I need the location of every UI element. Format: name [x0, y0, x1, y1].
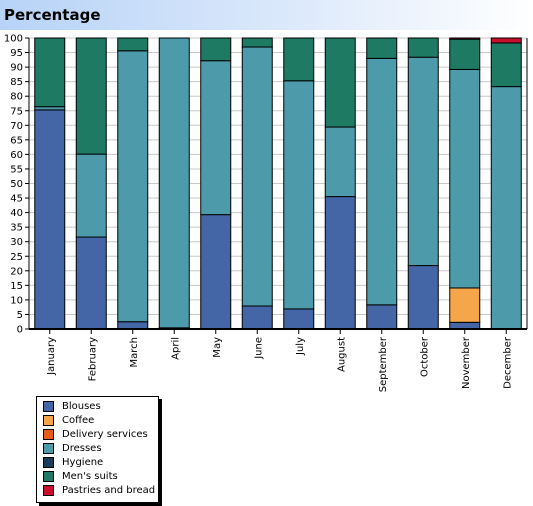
- chart-title: Percentage: [4, 6, 101, 24]
- bar-segment: [449, 68, 481, 289]
- legend-item: Blouses: [43, 399, 101, 413]
- y-tick-label: 45: [10, 194, 23, 205]
- legend-label: Hygiene: [62, 456, 104, 468]
- legend-label: Dresses: [62, 442, 102, 454]
- bar-segment: [407, 56, 439, 267]
- bar-segment: [449, 321, 481, 330]
- y-tick-label: 65: [10, 135, 23, 146]
- bar-segment: [366, 57, 398, 306]
- bar-segment: [407, 37, 439, 58]
- bar-segment: [407, 265, 439, 330]
- chart-header: Percentage: [0, 0, 533, 30]
- bar-segment: [490, 86, 522, 330]
- bar-segment: [449, 37, 481, 40]
- bar-segment: [200, 60, 232, 216]
- y-tick-label: 60: [10, 150, 23, 161]
- x-tick-label: March: [129, 337, 140, 367]
- legend-swatch: [43, 442, 54, 454]
- legend-label: Delivery services: [62, 428, 148, 440]
- bar-segment: [241, 305, 273, 330]
- legend-swatch: [43, 400, 54, 412]
- bar-segment: [283, 37, 315, 82]
- bar-segment: [158, 37, 190, 329]
- bar-segment: [449, 287, 481, 323]
- y-tick-label: 0: [17, 325, 23, 336]
- bar-segment: [283, 80, 315, 310]
- x-tick-label: September: [378, 336, 389, 392]
- legend-item: Dresses: [43, 441, 102, 455]
- bar-segment: [324, 126, 356, 198]
- y-tick-label: 40: [10, 208, 23, 219]
- legend-swatch: [43, 456, 54, 468]
- y-tick-label: 15: [10, 281, 23, 292]
- bar-segment: [490, 42, 522, 88]
- x-tick-label: April: [170, 337, 181, 360]
- bar-segment: [324, 37, 356, 128]
- x-tick-label: June: [253, 337, 264, 360]
- x-tick-label: November: [461, 336, 472, 389]
- bar-segment: [241, 46, 273, 307]
- legend-label: Blouses: [62, 400, 101, 412]
- legend-item: Men's suits: [43, 469, 118, 483]
- bar-segment: [75, 153, 107, 238]
- bar-segment: [75, 236, 107, 330]
- bar-segment: [490, 37, 522, 44]
- y-tick-label: 25: [10, 252, 23, 263]
- x-tick-label: January: [46, 337, 57, 376]
- legend-swatch: [43, 484, 54, 496]
- legend-item: Coffee: [43, 413, 94, 427]
- y-tick-label: 35: [10, 223, 23, 234]
- y-tick-label: 20: [10, 266, 23, 277]
- y-tick-label: 90: [10, 63, 23, 74]
- bar-segment: [117, 37, 149, 52]
- legend-swatch: [43, 470, 54, 482]
- y-tick-label: 85: [10, 77, 23, 88]
- x-tick-label: August: [336, 337, 347, 372]
- x-tick-label: December: [502, 336, 513, 389]
- x-tick-label: October: [419, 336, 430, 377]
- x-tick-label: February: [87, 337, 98, 381]
- bar-segment: [200, 37, 232, 62]
- bar-segment: [34, 109, 66, 330]
- bar-segment: [75, 37, 107, 155]
- legend-label: Men's suits: [62, 470, 118, 482]
- bar-segment: [283, 308, 315, 330]
- y-tick-label: 50: [10, 179, 23, 190]
- legend-label: Pastries and bread: [62, 484, 156, 496]
- x-tick-label: May: [212, 337, 223, 358]
- bar-segment: [366, 304, 398, 330]
- y-tick-label: 30: [10, 237, 23, 248]
- y-tick-label: 70: [10, 121, 23, 132]
- stacked-bar-chart: 0 5 10 15 20 25 30 35 40 45 50 55 60 65 70 75 80 85 90 95 10…: [4, 34, 528, 392]
- bar-segment: [366, 37, 398, 59]
- bar-segment: [449, 38, 481, 70]
- y-tick-label: 95: [10, 48, 23, 59]
- y-tick-label: 75: [10, 106, 23, 117]
- y-tick-label: 55: [10, 164, 23, 175]
- legend-item: Delivery services: [43, 427, 148, 441]
- legend-item: Pastries and bread: [43, 483, 155, 497]
- chart-legend: Blouses Coffee Delivery services Dresses Hyg…: [36, 396, 159, 503]
- bar-segment: [200, 214, 232, 330]
- y-tick-label: 5: [17, 310, 23, 321]
- legend-swatch: [43, 414, 54, 426]
- bar-segment: [324, 196, 356, 330]
- legend-item: Hygiene: [43, 455, 103, 469]
- bar-segment: [117, 321, 149, 330]
- y-tick-label: 100: [4, 34, 23, 45]
- legend-swatch: [43, 428, 54, 440]
- legend-label: Coffee: [62, 414, 95, 426]
- y-tick-label: 80: [10, 92, 23, 103]
- bar-segment: [34, 37, 66, 108]
- x-tick-label: July: [295, 337, 306, 356]
- bar-segment: [241, 37, 273, 48]
- bar-segment: [117, 50, 149, 323]
- y-tick-label: 10: [10, 295, 23, 306]
